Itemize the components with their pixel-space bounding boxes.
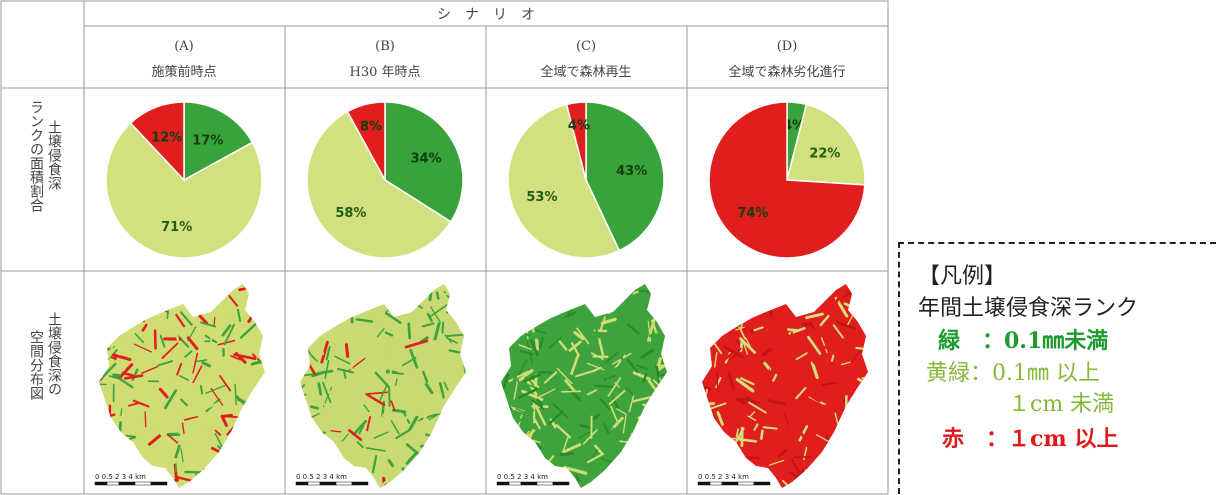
pie-slice-red <box>708 101 866 259</box>
legend-subtitle: 年間土壌侵食深ランク <box>918 296 1139 321</box>
scale-bar: 0 0.5 2 3 4 km <box>496 473 570 486</box>
pie-slice-red <box>346 101 386 181</box>
column-id-b: (B) <box>375 39 395 54</box>
pie-value-label: 71% <box>161 220 192 235</box>
scenario-header: シ ナ リ オ <box>437 7 535 23</box>
scale-label: 0 0.5 2 3 4 km <box>296 473 347 481</box>
legend-yellowgreen-1: 黄緑：0.1㎜ 以上 <box>926 361 1100 386</box>
scale-bar: 0 0.5 2 3 4 km <box>94 473 168 486</box>
column-subtitle-c: 全域で森林再生 <box>540 64 631 80</box>
pie-slice-red <box>129 101 185 182</box>
column-id-c: (C) <box>576 39 596 54</box>
pie-value-label: 8% <box>360 120 382 135</box>
legend-red: 赤 ：１cm 以上 <box>942 426 1119 452</box>
row-label-map-2: 土壌侵食深の <box>46 312 62 396</box>
row-label-pie-1: ランクの面積割合 <box>28 100 44 212</box>
pie-value-label: 58% <box>335 206 366 221</box>
pie-slice-yellowgreen <box>786 103 866 186</box>
column-subtitle-a: 施策前時点 <box>151 64 216 80</box>
column-id-a: (A) <box>174 39 194 54</box>
pie-value-label: 4% <box>568 118 590 133</box>
pie-value-label: 34% <box>410 151 441 166</box>
row-label-map-1: 空間分布図 <box>28 330 44 400</box>
pie-2: 34% 58% 8% <box>306 101 464 259</box>
pie-slice-yellowgreen <box>105 122 263 259</box>
pie-value-label: 17% <box>192 134 223 149</box>
pie-charts: 17% 71% 12% 34% 58% 8% 43% 53% 4% 4% 22% 74% <box>105 101 866 259</box>
pie-1: 17% 71% 12% <box>105 101 263 259</box>
spatial-maps: 0 0.5 2 3 4 km 0 0.5 2 3 4 km 0 0.5 2 3 4 … <box>94 284 868 488</box>
row-label-pie-2: 土壌侵食深 <box>46 120 62 190</box>
pie-slice-green <box>585 101 665 252</box>
legend-yellowgreen-2: １cm 未満 <box>1008 392 1115 417</box>
pie-slice-red <box>565 101 587 181</box>
table-grid <box>0 0 889 495</box>
map-4: 0 0.5 2 3 4 km <box>697 284 868 488</box>
watershed-shape <box>501 284 667 488</box>
pie-value-label: 43% <box>616 164 647 179</box>
pie-value-label: 53% <box>526 190 557 205</box>
scale-label: 0 0.5 2 3 4 km <box>698 473 749 481</box>
legend-box: 【凡例】 年間土壌侵食深ランク 緑 ：0.1㎜未満 黄緑：0.1㎜ 以上 １cm… <box>898 242 1216 494</box>
pie-value-label: 22% <box>809 146 840 161</box>
pie-slice-green <box>183 101 254 182</box>
scale-bar: 0 0.5 2 3 4 km <box>295 473 369 486</box>
scale-label: 0 0.5 2 3 4 km <box>497 473 548 481</box>
legend-green: 緑 ：0.1㎜未満 <box>938 328 1109 354</box>
pie-slice-yellowgreen <box>306 110 452 259</box>
map-2: 0 0.5 2 3 4 km <box>295 284 466 488</box>
scale-bar: 0 0.5 2 3 4 km <box>697 473 771 486</box>
column-subtitle-b: H30 年時点 <box>349 65 420 80</box>
legend-title: 【凡例】 <box>918 264 1007 289</box>
pie-4: 4%22%74% <box>708 101 866 259</box>
map-1: 0 0.5 2 3 4 km <box>94 284 265 488</box>
column-subtitle-d: 全域で森林劣化進行 <box>728 64 845 80</box>
scale-label: 0 0.5 2 3 4 km <box>95 473 146 481</box>
pie-3: 43% 53% 4% <box>507 101 665 259</box>
column-id-d: (D) <box>777 39 798 54</box>
pie-value-label: 12% <box>151 130 182 145</box>
pie-slice-yellowgreen <box>507 103 621 259</box>
pie-value-label: 74% <box>737 206 768 221</box>
map-3: 0 0.5 2 3 4 km <box>496 284 667 488</box>
